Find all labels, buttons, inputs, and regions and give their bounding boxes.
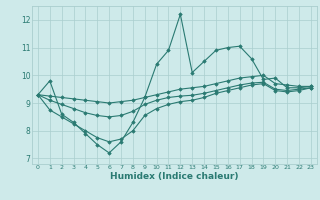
X-axis label: Humidex (Indice chaleur): Humidex (Indice chaleur) [110, 172, 239, 181]
